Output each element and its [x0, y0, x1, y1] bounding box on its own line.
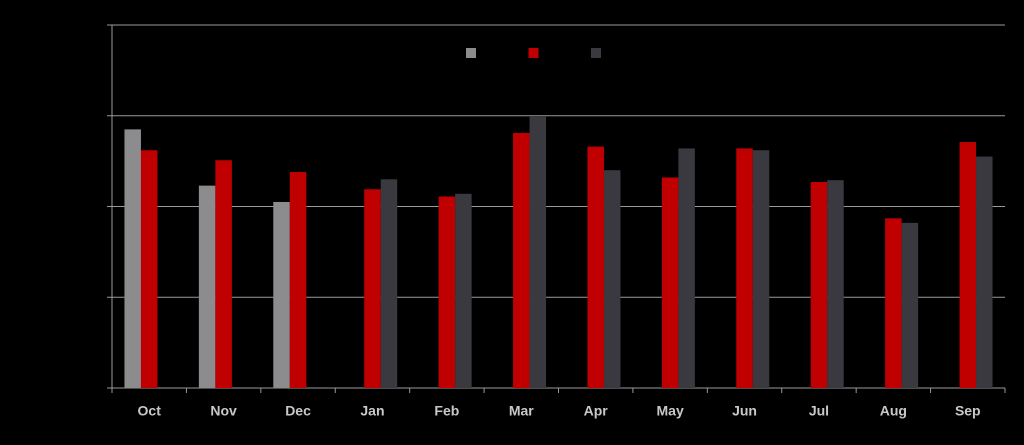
bar	[140, 150, 158, 388]
x-tick-label: Aug	[880, 403, 907, 419]
legend-swatch	[591, 48, 601, 58]
bar	[827, 180, 844, 388]
bar	[901, 222, 919, 388]
bar	[438, 196, 456, 388]
bar	[289, 172, 307, 388]
y-tick-label: 3	[94, 106, 102, 122]
y-tick-label: 1	[94, 288, 102, 304]
bar	[976, 156, 993, 388]
bar	[885, 218, 902, 388]
bar	[455, 193, 472, 388]
y-tick-label: 4	[94, 16, 102, 32]
y-tick-label: 2	[94, 197, 102, 213]
x-tick-label: Jun	[732, 403, 757, 419]
bar	[364, 189, 381, 388]
x-tick-label: Dec	[285, 403, 311, 419]
bar	[678, 148, 695, 388]
bar	[810, 181, 828, 388]
legend-swatch	[528, 48, 539, 58]
x-tick-label: Apr	[584, 403, 609, 419]
bar	[661, 177, 679, 388]
bar	[124, 129, 141, 389]
bar	[513, 132, 530, 388]
x-tick-label: Oct	[138, 403, 162, 419]
bar	[529, 116, 547, 388]
bar	[752, 150, 770, 388]
x-tick-label: Nov	[210, 403, 237, 419]
x-tick-label: Feb	[434, 403, 459, 419]
x-tick-label: Sep	[955, 403, 981, 419]
legend-swatch	[466, 48, 476, 58]
bar	[273, 201, 290, 388]
bar	[736, 148, 753, 388]
bar	[380, 179, 398, 388]
bar	[198, 185, 216, 388]
x-tick-label: Jan	[360, 403, 384, 419]
x-tick-label: Mar	[509, 403, 534, 419]
x-tick-label: Jul	[809, 403, 829, 419]
bar	[959, 142, 977, 388]
bar	[587, 146, 604, 388]
bar	[215, 160, 232, 388]
y-tick-label: 0	[94, 379, 102, 395]
x-tick-label: May	[657, 403, 684, 419]
bar	[603, 170, 621, 388]
